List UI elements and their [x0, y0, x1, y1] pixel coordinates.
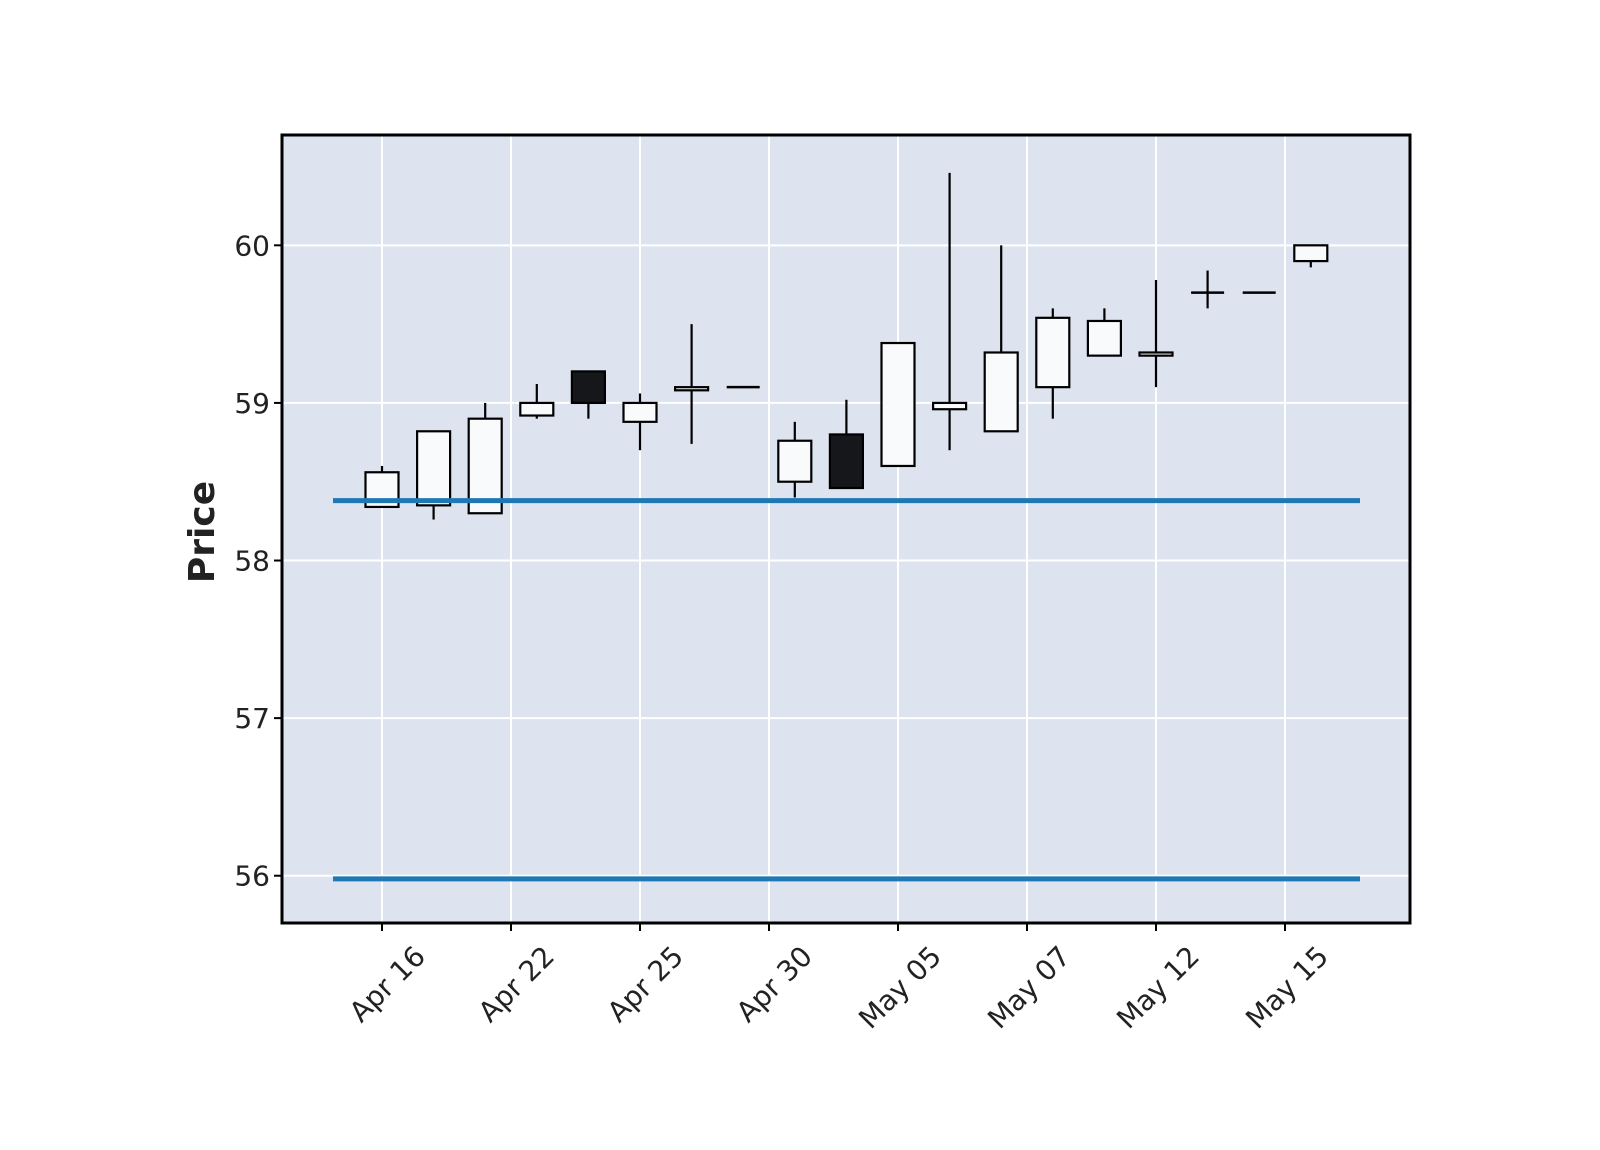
candle-body: [1035, 316, 1071, 389]
candle-body: [777, 439, 813, 483]
candle-body: [880, 341, 916, 468]
candle: [931, 172, 968, 451]
candle: [880, 341, 916, 468]
candle: [622, 393, 658, 451]
x-axis: Apr 16 Apr 22 Apr 25 Apr 30 May 05 May 07 May …: [343, 923, 1335, 1035]
y-tick-label: 56: [234, 860, 270, 893]
candle-body: [673, 386, 710, 392]
candle-body: [622, 401, 658, 423]
plot-background: [282, 135, 1410, 923]
candle-body: [1138, 351, 1174, 357]
candle-body: [570, 370, 607, 405]
candle-body: [1086, 319, 1123, 357]
horizontal-lines: [333, 498, 1360, 882]
candle: [1293, 244, 1329, 268]
candle: [673, 324, 710, 444]
y-tick-label: 58: [234, 545, 270, 578]
candle-body: [519, 401, 555, 417]
candle: [777, 421, 813, 498]
y-tick-label: 59: [234, 387, 270, 420]
candle-body: [983, 351, 1019, 433]
candle-body: [1293, 244, 1329, 263]
x-tick-label: May 07: [981, 940, 1077, 1036]
x-tick-label: Apr 16: [343, 940, 432, 1029]
candle: [1035, 308, 1071, 419]
x-tick-label: Apr 30: [730, 940, 819, 1029]
x-tick-label: May 12: [1110, 940, 1206, 1036]
candles: [364, 172, 1329, 520]
candle: [828, 399, 865, 490]
x-tick-label: May 05: [852, 940, 948, 1036]
candle: [416, 430, 452, 520]
candle: [1138, 279, 1174, 388]
plot-frame: [280, 133, 1412, 925]
x-tick-label: May 15: [1239, 940, 1335, 1036]
grid-lines: [282, 135, 1410, 923]
candle: [1086, 308, 1123, 357]
y-axis: 56 57 58 59 60: [234, 229, 282, 893]
x-tick-label: Apr 25: [601, 940, 690, 1029]
candle: [1191, 270, 1225, 309]
y-tick-label: 57: [234, 702, 270, 735]
candle: [467, 402, 503, 515]
y-tick-label: 60: [234, 229, 270, 262]
candle-body: [828, 433, 865, 490]
candle: [570, 370, 607, 419]
candle-body: [931, 401, 968, 411]
candle: [519, 384, 555, 419]
y-axis-title: Price: [182, 481, 223, 583]
candle: [983, 245, 1019, 433]
candle-body: [467, 417, 503, 515]
x-tick-label: Apr 22: [472, 940, 561, 1029]
candle-body: [416, 430, 452, 507]
